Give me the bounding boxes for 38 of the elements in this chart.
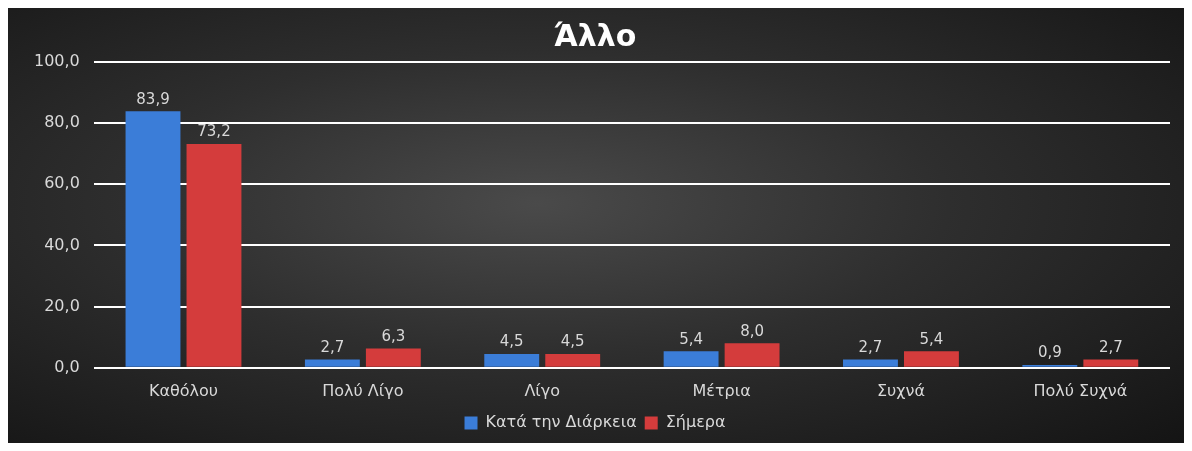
y-tick-label: 0,0 [54,356,80,376]
x-tick-label: Συχνά [876,380,925,400]
data-label: 8,0 [740,321,765,340]
y-tick-label: 100,0 [33,51,80,71]
bar [843,359,898,367]
bar [484,354,540,367]
bar [1083,359,1139,367]
bar [365,348,421,367]
data-label: 5,4 [679,329,704,348]
data-label: 2,7 [1098,337,1123,356]
data-label: 0,9 [1037,343,1062,362]
data-label: 5,4 [919,329,944,348]
y-tick-label: 20,0 [44,295,80,315]
data-label: 2,7 [320,337,345,356]
data-label: 6,3 [381,326,406,345]
x-tick-label: Πολύ Λίγο [322,380,404,400]
chart-title: Άλλο [553,17,637,53]
data-label: 2,7 [858,337,883,356]
data-label: 83,9 [136,89,170,108]
bar [545,354,601,367]
bar [663,351,719,367]
bar [186,143,242,367]
bar [724,343,780,367]
y-tick-label: 40,0 [44,234,80,254]
x-tick-label: Μέτρια [692,380,751,400]
data-label: 4,5 [560,332,585,351]
legend-label: Σήμερα [665,412,726,432]
x-tick-label: Πολύ Συχνά [1033,380,1128,400]
bar [904,351,959,367]
x-tick-label: Λίγο [524,380,561,400]
y-tick-label: 60,0 [44,173,80,193]
y-tick-label: 80,0 [44,112,80,132]
data-label: 4,5 [499,332,524,351]
bar [304,359,360,367]
bar [125,111,181,367]
legend-label: Κατά την Διάρκεια [485,412,637,432]
x-tick-label: Καθόλου [148,380,219,400]
data-label: 73,2 [197,122,231,141]
